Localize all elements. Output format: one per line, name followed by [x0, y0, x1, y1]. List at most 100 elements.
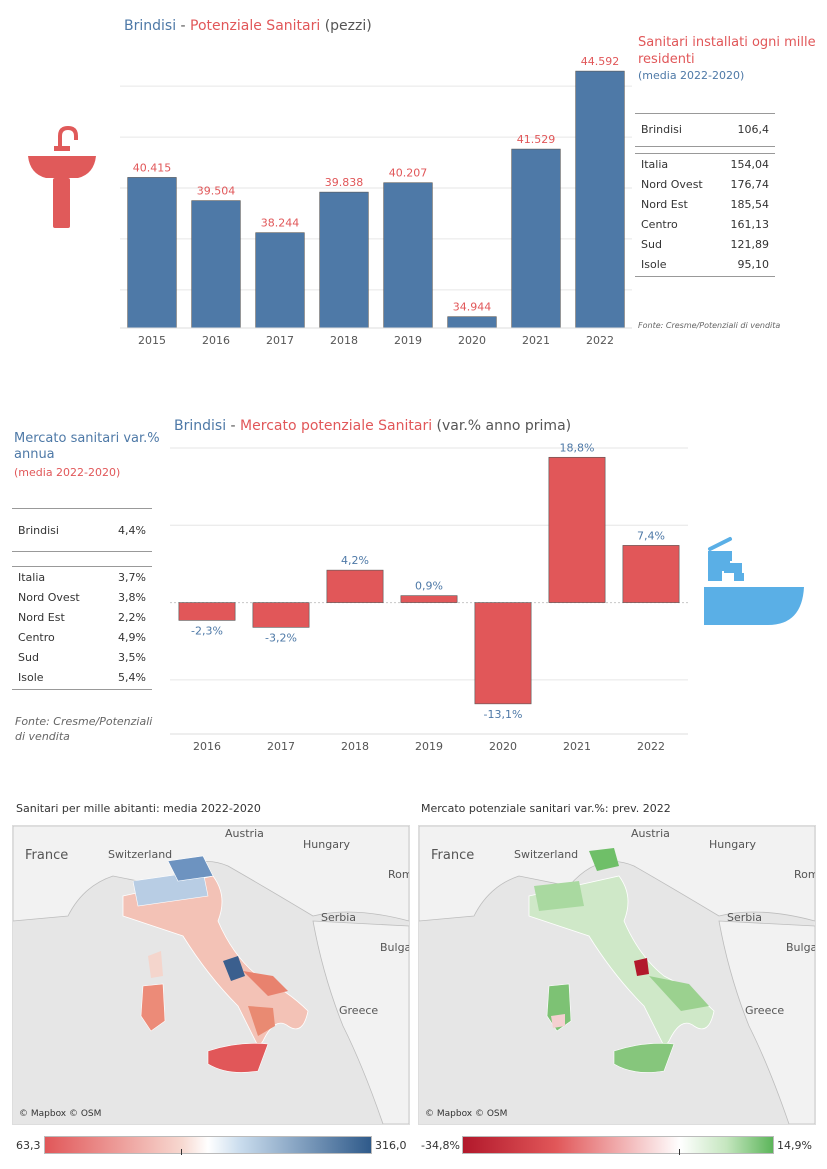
data-label: 40.415 [133, 161, 172, 174]
side1-local-row: Brindisi 106,4 [641, 122, 769, 136]
x-tick-label: 2017 [266, 334, 294, 347]
region-name: Sud [18, 650, 39, 664]
map-left-attribution: © Mapbox © OSM [19, 1109, 102, 1119]
map-right-label-switzerland: Switzerland [514, 848, 579, 861]
region-name: Nord Ovest [18, 590, 80, 604]
side2-heading: Mercato sanitari var.% annua [14, 431, 160, 462]
bar-2015[interactable] [127, 177, 177, 329]
region-value: 3,8% [118, 590, 146, 604]
side1-source: Fonte: Cresme/Potenziali di vendita [638, 321, 781, 330]
bar-2016[interactable] [191, 200, 241, 329]
table-row: Sud 121,89 [635, 234, 775, 254]
bar-2021[interactable] [548, 456, 606, 603]
bar-2019[interactable] [400, 595, 458, 603]
data-label: 40.207 [389, 167, 428, 180]
side2-sub: (media 2022-2020) [14, 466, 121, 479]
region-value: 4,9% [118, 630, 146, 644]
legend-right-max: 14,9% [777, 1139, 812, 1152]
table-row: Isole 5,4% [12, 667, 152, 687]
region-value: 154,04 [730, 157, 770, 171]
legend-right-bar[interactable] [462, 1136, 774, 1154]
table-row: Italia 3,7% [12, 567, 152, 587]
table-row: Nord Ovest 176,74 [635, 174, 775, 194]
side2-table: Brindisi 4,4% Italia 3,7% Nord Ovest 3,8% Nor… [12, 508, 152, 690]
map-right[interactable]: France Switzerland Austria Hungary Rom S… [418, 825, 816, 1125]
bar-2020[interactable] [447, 316, 497, 329]
chart2-title: Brindisi - Mercato potenziale Sanitari (… [174, 418, 572, 434]
map-left-label-france: France [25, 848, 69, 863]
bar-2021[interactable] [511, 148, 561, 329]
bar-2017[interactable] [255, 232, 305, 329]
bar-2017[interactable] [252, 602, 310, 628]
map-left-label-greece: Greece [339, 1004, 379, 1017]
region-name: Isole [18, 670, 44, 684]
data-label: -13,1% [484, 708, 523, 721]
region-name: Nord Ovest [641, 177, 703, 191]
table-row: Centro 4,9% [12, 627, 152, 647]
x-tick-label: 2019 [415, 740, 443, 753]
region-value: 5,4% [118, 670, 146, 684]
data-label: -3,2% [265, 631, 297, 644]
map-left-label-switzerland: Switzerland [108, 848, 173, 861]
data-label: -2,3% [191, 624, 223, 637]
region-name: Italia [641, 157, 669, 171]
table-row: Sud 3,5% [12, 647, 152, 667]
region-value: 121,89 [730, 237, 770, 251]
x-tick-label: 2020 [489, 740, 517, 753]
table-row: Centro 161,13 [635, 214, 775, 234]
region-value: 95,10 [737, 257, 770, 271]
bar-2019[interactable] [383, 182, 433, 329]
bar-2022[interactable] [575, 70, 625, 329]
chart2: -2,3% 2016 -3,2% 2017 4,2% 2018 0,9% 2019 -13,1%… [170, 441, 688, 753]
map-right-label-greece: Greece [745, 1004, 785, 1017]
map-right-label-france: France [431, 848, 475, 863]
legend-left-min: 63,3 [16, 1139, 41, 1152]
chart1-title: Brindisi - Potenziale Sanitari (pezzi) [124, 18, 372, 34]
x-tick-label: 2021 [522, 334, 550, 347]
map-left-label-serbia: Serbia [321, 911, 357, 924]
map-right-attribution: © Mapbox © OSM [425, 1109, 508, 1119]
x-tick-label: 2021 [563, 740, 591, 753]
legend-right-min: -34,8% [421, 1139, 460, 1152]
bar-2018[interactable] [326, 569, 384, 603]
region-value: 161,13 [730, 217, 770, 231]
bar-2020[interactable] [474, 602, 532, 705]
region-name: Isole [641, 257, 667, 271]
data-label: 4,2% [341, 554, 369, 567]
x-tick-label: 2022 [637, 740, 665, 753]
x-tick-label: 2019 [394, 334, 422, 347]
bar-2018[interactable] [319, 191, 369, 329]
region-value: 176,74 [730, 177, 770, 191]
map-right-label-hungary: Hungary [709, 838, 756, 851]
data-label: 0,9% [415, 580, 443, 593]
sink-icon [28, 125, 96, 228]
legend-left-bar[interactable] [44, 1136, 372, 1154]
bar-2016[interactable] [178, 602, 236, 621]
region-name: Nord Est [18, 610, 65, 624]
region-value: 3,5% [118, 650, 146, 664]
side2-source: Fonte: Cresme/Potenziali di vendita [15, 715, 153, 743]
map-right-label-serbia: Serbia [727, 911, 763, 924]
map-right-label-rom: Rom [794, 868, 815, 881]
side1-sub: (media 2022-2020) [638, 69, 745, 82]
legend-right-marker [679, 1149, 680, 1155]
map-left-label-austria: Austria [225, 827, 264, 840]
bar-2022[interactable] [622, 545, 680, 603]
legend-left-marker [181, 1149, 182, 1155]
side2-local-row: Brindisi 4,4% [18, 523, 146, 537]
data-label: 39.838 [325, 176, 364, 189]
map-left-title: Sanitari per mille abitanti: media 2022-… [16, 802, 261, 815]
region-name: Sud [641, 237, 662, 251]
data-label: 7,4% [637, 529, 665, 542]
map-left[interactable]: France Switzerland Austria Hungary Rom S… [12, 825, 410, 1125]
region-value: 185,54 [730, 197, 770, 211]
region-name: Centro [641, 217, 678, 231]
map-right-label-austria: Austria [631, 827, 670, 840]
data-label: 34.944 [453, 301, 492, 314]
data-label: 18,8% [560, 441, 595, 454]
region-name: Italia [18, 570, 46, 584]
data-label: 38.244 [261, 217, 300, 230]
x-tick-label: 2015 [138, 334, 166, 347]
table-row: Nord Est 185,54 [635, 194, 775, 214]
tap-basin-icon [704, 537, 804, 625]
